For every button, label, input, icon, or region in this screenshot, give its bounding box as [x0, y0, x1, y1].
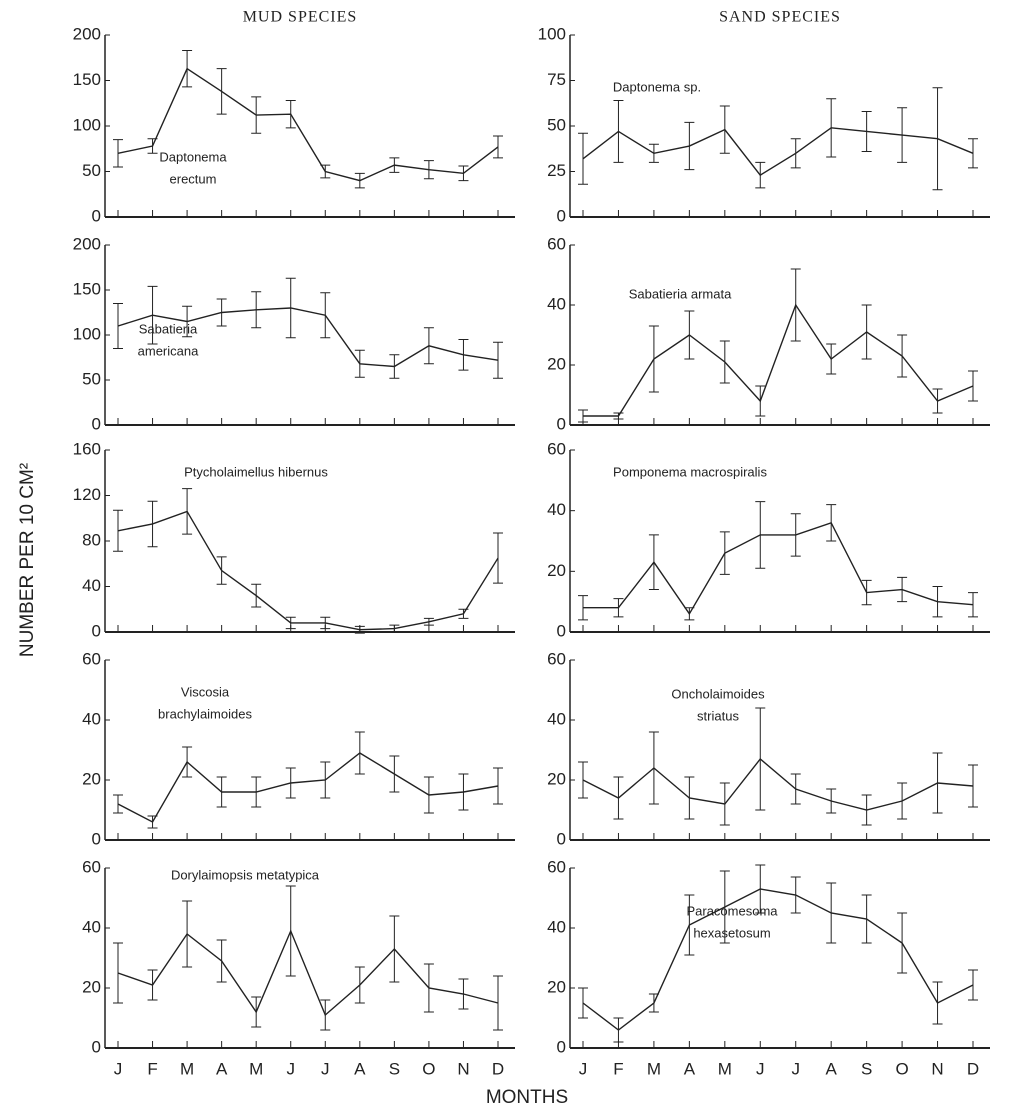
y-tick-label: 50 [82, 369, 101, 388]
y-tick-label: 40 [547, 917, 566, 936]
x-tick-label: A [684, 1059, 696, 1078]
species-label: erectum [170, 171, 217, 186]
data-line [118, 753, 498, 822]
x-tick-label: O [422, 1059, 435, 1078]
x-tick-label: M [249, 1059, 263, 1078]
data-line [118, 511, 498, 629]
y-tick-label: 0 [557, 206, 566, 225]
y-tick-label: 60 [82, 857, 101, 876]
y-tick-label: 100 [73, 115, 101, 134]
x-tick-label: A [216, 1059, 228, 1078]
y-tick-label: 40 [82, 709, 101, 728]
y-tick-label: 200 [73, 234, 101, 253]
y-tick-label: 0 [92, 621, 101, 640]
x-tick-label: D [967, 1059, 979, 1078]
y-tick-label: 50 [547, 115, 566, 134]
y-tick-label: 150 [73, 279, 101, 298]
y-tick-label: 0 [92, 1037, 101, 1056]
x-tick-label: J [321, 1059, 330, 1078]
y-tick-label: 60 [82, 649, 101, 668]
x-tick-label: M [718, 1059, 732, 1078]
x-tick-label: J [114, 1059, 123, 1078]
x-tick-label: N [457, 1059, 469, 1078]
y-tick-label: 20 [547, 769, 566, 788]
figure: MUD SPECIES SAND SPECIES NUMBER PER 10 C… [0, 0, 1009, 1114]
column-title: SAND SPECIES [719, 9, 841, 26]
y-tick-label: 80 [82, 530, 101, 549]
y-tick-label: 40 [82, 576, 101, 595]
y-tick-label: 60 [547, 649, 566, 668]
species-label: Ptycholaimellus hibernus [184, 464, 328, 479]
species-label: Sabatieria [139, 321, 198, 336]
y-tick-label: 0 [557, 621, 566, 640]
species-label: Sabatieria armata [629, 286, 732, 301]
x-tick-label: F [613, 1059, 623, 1078]
y-tick-label: 20 [82, 977, 101, 996]
y-tick-label: 0 [92, 206, 101, 225]
x-tick-label: F [147, 1059, 157, 1078]
x-tick-label: J [286, 1059, 295, 1078]
x-tick-label: J [756, 1059, 765, 1078]
species-label: hexasetosum [693, 925, 770, 940]
y-tick-label: 0 [92, 414, 101, 433]
y-tick-label: 0 [557, 1037, 566, 1056]
species-label: brachylaimoides [158, 706, 252, 721]
y-tick-label: 200 [73, 24, 101, 43]
x-tick-label: J [791, 1059, 800, 1078]
y-tick-label: 60 [547, 857, 566, 876]
x-tick-label: N [931, 1059, 943, 1078]
y-tick-label: 60 [547, 439, 566, 458]
species-label: Daptonema sp. [613, 79, 701, 94]
y-tick-label: 20 [547, 561, 566, 580]
y-tick-label: 40 [547, 500, 566, 519]
y-tick-label: 40 [547, 709, 566, 728]
species-label: striatus [697, 708, 739, 723]
y-axis-label: NUMBER PER 10 CM² [17, 463, 38, 657]
y-tick-label: 20 [547, 354, 566, 373]
y-tick-label: 60 [547, 234, 566, 253]
y-tick-label: 50 [82, 161, 101, 180]
data-line [118, 931, 498, 1015]
y-tick-label: 100 [538, 24, 566, 43]
y-tick-label: 0 [92, 829, 101, 848]
data-line [583, 305, 973, 416]
y-tick-label: 40 [547, 294, 566, 313]
error-bar [578, 133, 588, 184]
species-label: Oncholaimoides [671, 686, 765, 701]
y-tick-label: 20 [82, 769, 101, 788]
x-tick-label: M [180, 1059, 194, 1078]
data-line [583, 128, 973, 175]
y-tick-label: 120 [73, 485, 101, 504]
column-title: MUD SPECIES [243, 9, 358, 26]
y-tick-label: 0 [557, 829, 566, 848]
y-tick-label: 25 [547, 161, 566, 180]
species-label: Dorylaimopsis metatypica [171, 867, 320, 882]
y-tick-label: 40 [82, 917, 101, 936]
x-tick-label: M [647, 1059, 661, 1078]
x-tick-label: J [579, 1059, 588, 1078]
species-label: americana [138, 343, 199, 358]
x-tick-label: A [354, 1059, 366, 1078]
x-tick-label: S [861, 1059, 872, 1078]
y-tick-label: 160 [73, 439, 101, 458]
data-line [583, 759, 973, 810]
x-tick-label: A [826, 1059, 838, 1078]
species-label: Viscosia [181, 684, 230, 699]
data-line [583, 889, 973, 1030]
species-label: Paracomesoma [686, 903, 778, 918]
y-tick-label: 75 [547, 70, 566, 89]
y-tick-label: 20 [547, 977, 566, 996]
y-tick-label: 0 [557, 414, 566, 433]
species-label: Pomponema macrospiralis [613, 464, 767, 479]
x-axis-label: MONTHS [486, 1087, 568, 1108]
y-tick-label: 100 [73, 324, 101, 343]
x-tick-label: O [895, 1059, 908, 1078]
data-line [583, 523, 973, 614]
x-tick-label: S [389, 1059, 400, 1078]
x-tick-label: D [492, 1059, 504, 1078]
species-label: Daptonema [159, 149, 227, 164]
y-tick-label: 150 [73, 70, 101, 89]
